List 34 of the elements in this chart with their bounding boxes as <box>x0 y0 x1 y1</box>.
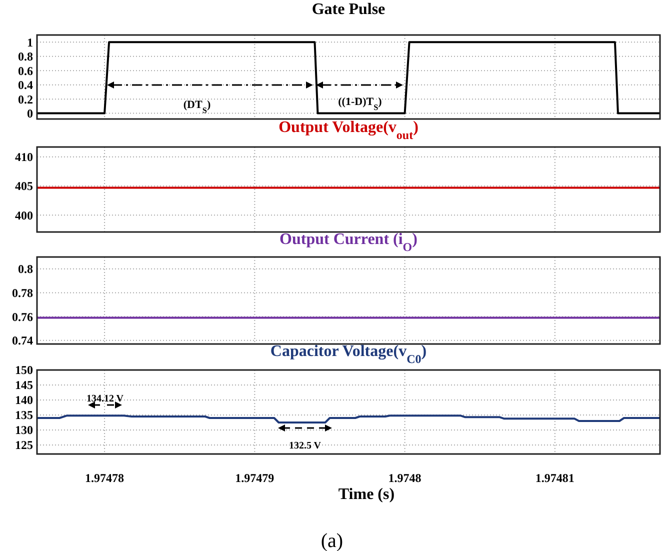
x-tick-label: 1.9748 <box>388 471 422 485</box>
y-tick-label: 0.2 <box>18 92 33 106</box>
y-tick-label: 140 <box>15 393 33 408</box>
y-tick-label: 125 <box>15 438 33 452</box>
y-tick-label: 410 <box>15 150 33 164</box>
y-tick-label: 150 <box>15 363 33 378</box>
x-tick-label: 1.97478 <box>85 471 124 485</box>
y-tick-label: 405 <box>15 179 33 194</box>
line-series <box>36 414 661 424</box>
y-tick-label: 0.8 <box>18 262 33 276</box>
y-tick-label: 0.78 <box>12 286 33 300</box>
annotation: (DT$_{S}$) <box>183 98 211 114</box>
y-tick-label: 145 <box>15 378 33 392</box>
y-tick-label: 0 <box>27 106 33 121</box>
annotation: 134.12 V <box>86 394 124 404</box>
y-tick-label: 0.6 <box>18 64 33 78</box>
annotation: ((1-D)T$_{S}$) <box>338 96 382 112</box>
text: (a) <box>320 530 344 551</box>
y-tick-label: 0.4 <box>18 78 33 92</box>
y-tick-label: 1 <box>27 35 33 50</box>
y-tick-label: 400 <box>15 208 33 222</box>
chart-title: Output Current (i$_{O}$) <box>280 231 418 254</box>
y-tick-label: 0.74 <box>12 334 33 348</box>
annotation: 132.5 V <box>288 440 322 452</box>
x-tick-label: 1.97479 <box>235 471 274 485</box>
x-tick-label: 1.97481 <box>535 471 574 485</box>
chart-title: Gate Pulse <box>312 1 386 18</box>
chart-title: Output Voltage(v$_{out}$) <box>278 119 418 142</box>
x-axis-title: Time (s) <box>338 486 395 503</box>
y-tick-label: 0.8 <box>18 50 33 64</box>
chart-title: Capacitor Voltage(v$_{C0}$) <box>270 343 427 366</box>
y-tick-label: 135 <box>15 408 33 422</box>
y-tick-label: 0.76 <box>12 310 33 324</box>
y-tick-label: 130 <box>15 423 33 438</box>
